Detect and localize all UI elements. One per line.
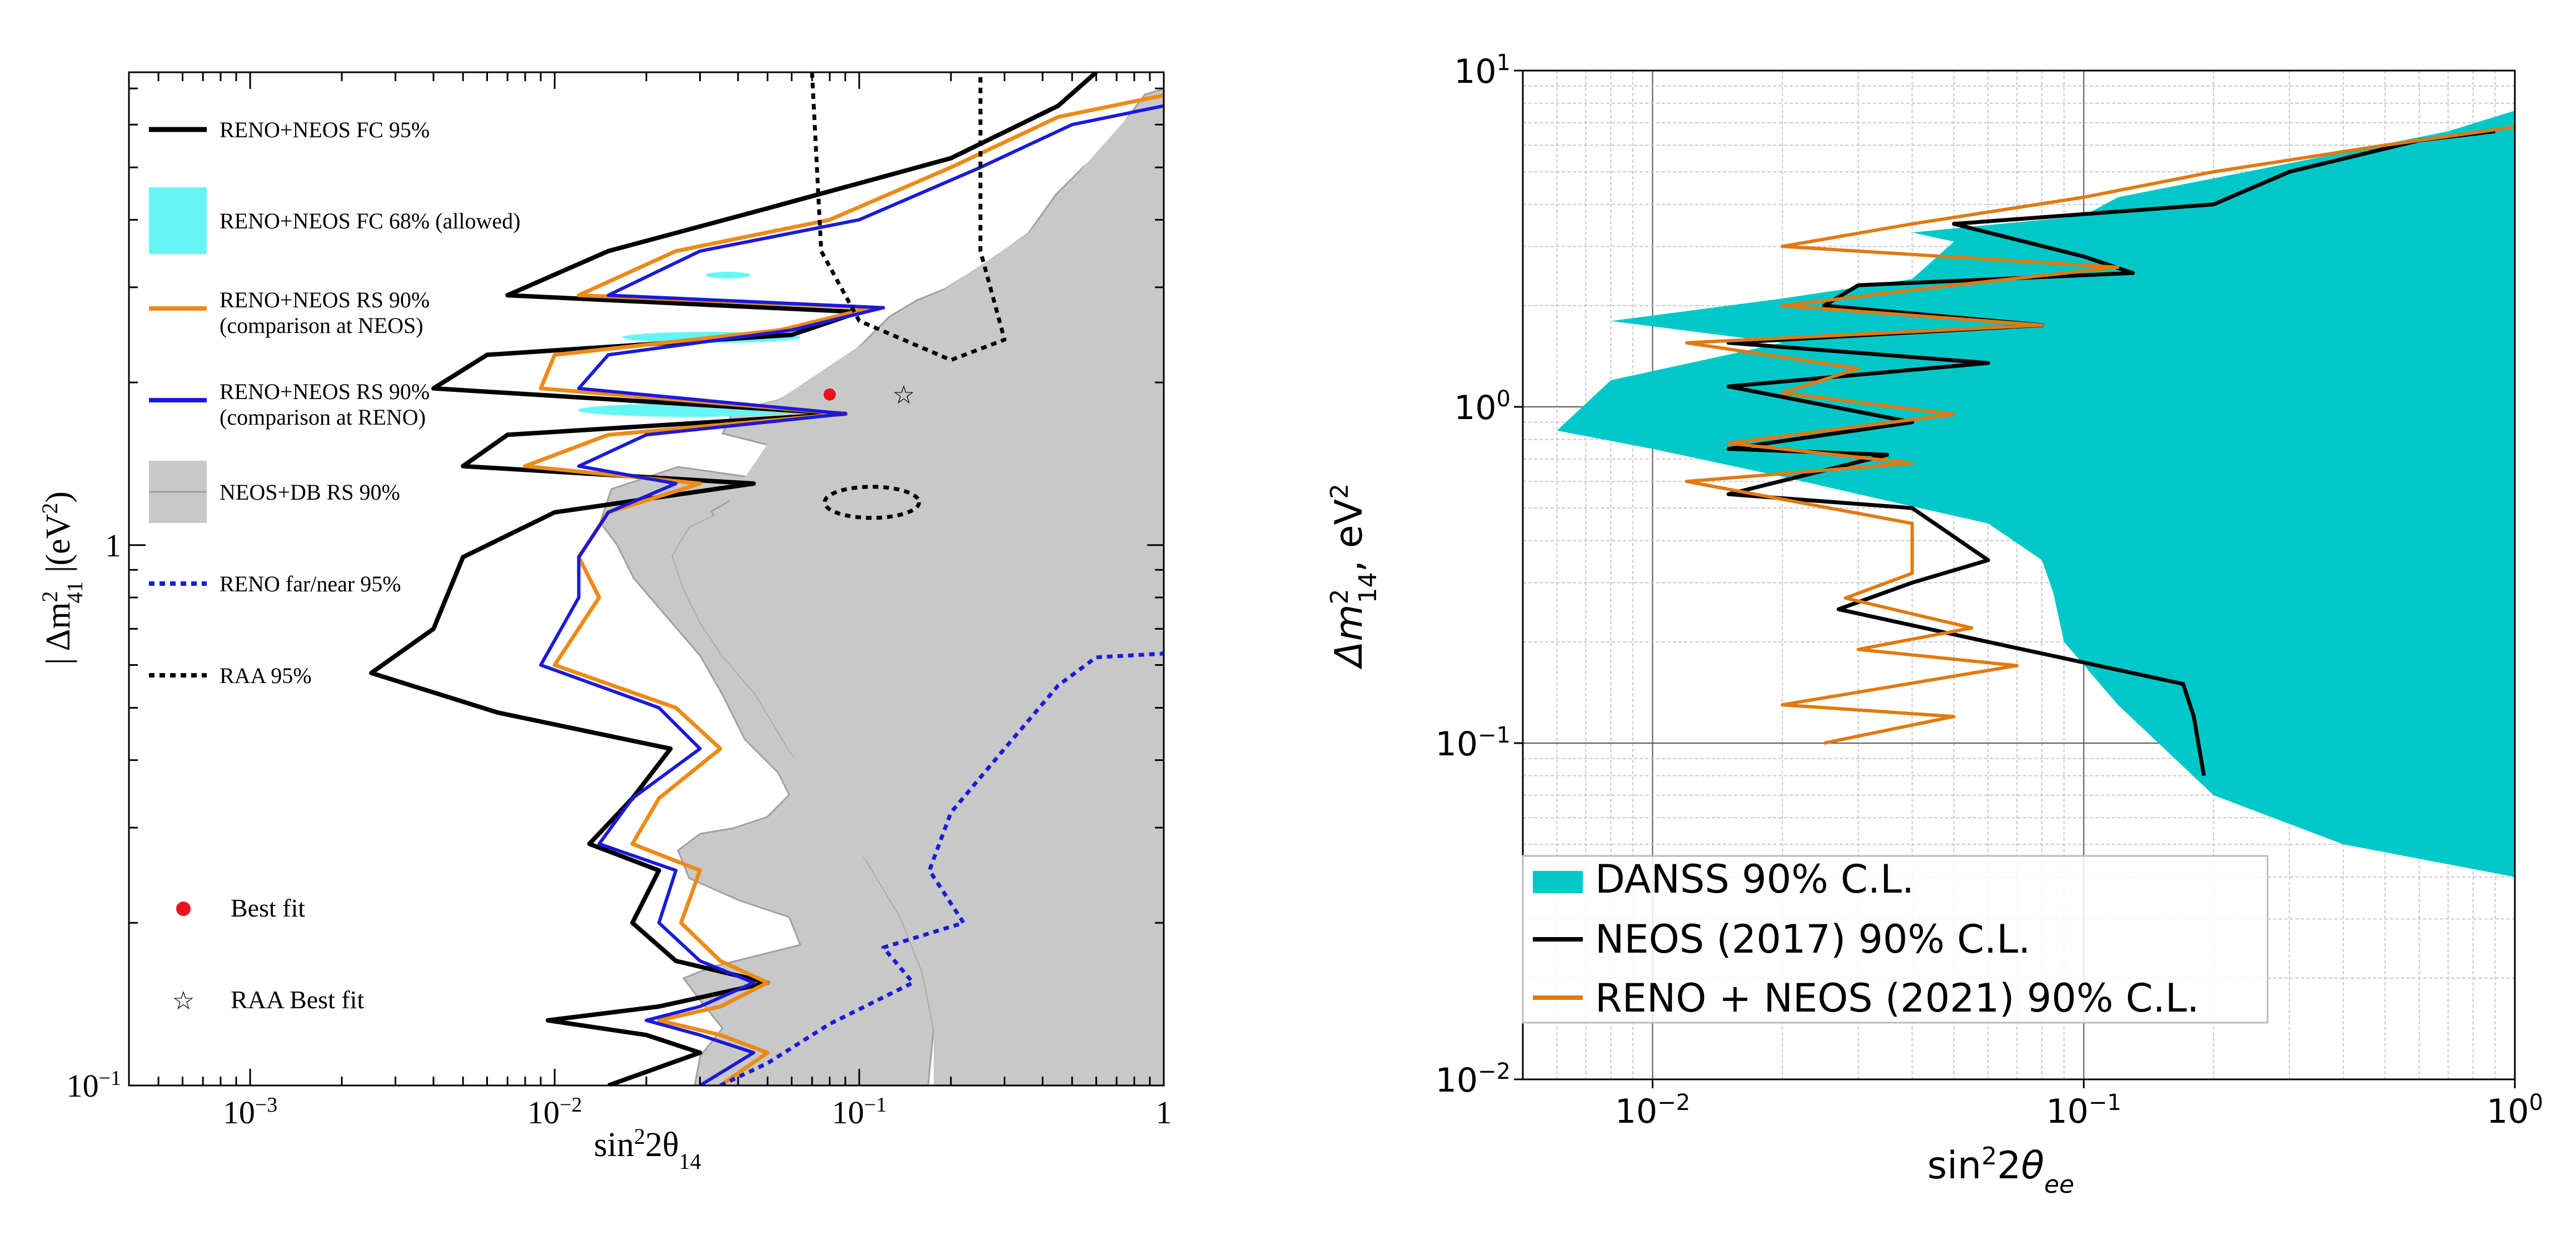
left-legend-label-8: RAA Best fit <box>231 985 364 1014</box>
left-legend-label-3: RENO+NEOS RS 90% <box>220 379 430 404</box>
right-series-0 <box>1557 111 2515 877</box>
legend-danss-swatch <box>1533 871 1583 893</box>
left-y-axis-title: | Δm241 |(eV2) <box>37 491 87 665</box>
left-legend-swatch-7 <box>176 902 191 916</box>
right-panel: 10−2 10−1 100 10−2 10−1 100 101 DANSS 90% C.L.… <box>1326 50 2543 1199</box>
right-series-2 <box>1685 125 2515 745</box>
left-legend-label-1: RENO+NEOS FC 68% (allowed) <box>220 208 520 233</box>
left-series-3 <box>719 651 1164 1085</box>
right-legend: DANSS 90% C.L. NEOS (2017) 90% C.L. RENO… <box>1522 855 2269 1024</box>
left-x-tick-label: 10−3 <box>223 1093 277 1131</box>
left-legend-label-6: RAA 95% <box>220 663 312 688</box>
right-x-tick-label: 100 <box>2487 1090 2543 1131</box>
right-y-tick-label: 10−2 <box>1436 1059 1511 1100</box>
left-y-tick-label: 10−1 <box>67 1067 121 1104</box>
raa-best-fit-marker: ☆ <box>892 380 915 410</box>
left-legend-swatch-1 <box>149 187 207 254</box>
left-legend-label-4: NEOS+DB RS 90% <box>220 480 400 505</box>
right-series-layer <box>1557 111 2515 877</box>
legend-danss-label: DANSS 90% C.L. <box>1595 856 1914 902</box>
right-plot-area <box>1557 111 2515 877</box>
left-legend-sublabel-3: (comparison at RENO) <box>220 405 426 430</box>
right-x-axis-title: sin22θee <box>1927 1142 2074 1199</box>
right-y-tick-label: 100 <box>1454 386 1511 427</box>
right-x-tick-label: 10−2 <box>1615 1090 1690 1131</box>
legend-neos-label: NEOS (2017) 90% C.L. <box>1595 917 2031 962</box>
left-legend-label-0: RENO+NEOS FC 95% <box>220 117 430 142</box>
right-y-tick-label: 10−1 <box>1436 723 1511 764</box>
left-legend-sublabel-2: (comparison at NEOS) <box>220 313 423 338</box>
right-y-axis-title: Δm214, eV2 <box>1326 484 1382 670</box>
fc68-island-2 <box>706 272 750 278</box>
right-series-1 <box>1726 129 2495 776</box>
left-legend-label-2: RENO+NEOS RS 90% <box>220 287 430 312</box>
left-legend-swatch-8: ☆ <box>172 985 195 1015</box>
left-series-4 <box>810 72 1007 362</box>
left-y-tick-label: 1 <box>105 527 121 564</box>
right-y-tick-label: 101 <box>1454 50 1511 91</box>
legend-reno-neos-label: RENO + NEOS (2021) 90% C.L. <box>1595 975 2199 1021</box>
left-series-layer <box>369 72 1164 1085</box>
left-x-tick-label: 1 <box>1156 1094 1172 1131</box>
right-x-tick-label: 10−1 <box>2046 1090 2121 1131</box>
left-legend-label-7: Best fit <box>231 894 305 922</box>
left-x-tick-label: 10−1 <box>832 1093 886 1131</box>
neos-db-region-core <box>672 89 1164 1085</box>
best-fit-marker <box>823 388 836 401</box>
left-series-2 <box>539 104 1164 1085</box>
left-x-axis-title: sin22θ14 <box>594 1124 701 1174</box>
left-legend: RENO+NEOS FC 95% RENO+NEOS FC 68% (allowe… <box>149 117 520 1015</box>
left-x-tick-label: 10−2 <box>527 1093 582 1131</box>
left-legend-label-5: RENO far/near 95% <box>220 571 401 596</box>
left-plot-area <box>369 72 1164 1085</box>
right-plot-frame <box>1522 69 2516 1080</box>
left-panel: 10−3 10−2 10−1 110−11 RENO+NEOS FC 95%RENO+… <box>37 71 1172 1174</box>
raa-contour-loop <box>823 485 921 520</box>
